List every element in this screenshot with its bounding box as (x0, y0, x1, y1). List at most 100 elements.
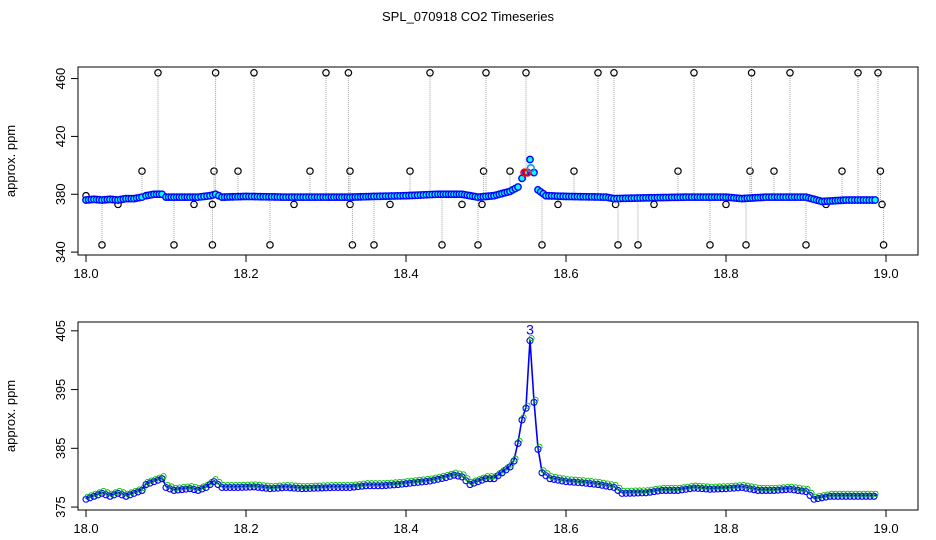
series-point-alt (540, 467, 547, 474)
series-line (85, 339, 878, 500)
outlier-point (346, 200, 354, 209)
lower-x-tick-label: 18.8 (713, 521, 738, 536)
series-point-alt (212, 476, 219, 483)
outlier-point (266, 241, 274, 249)
lower-data-marks: 3 (82, 322, 879, 503)
outlier-point (478, 200, 486, 209)
outlier-point (690, 68, 698, 77)
outlier-point (554, 200, 562, 209)
series-point-alt (532, 396, 539, 403)
outlier-point (386, 200, 394, 209)
outlier-point (878, 200, 886, 209)
lower-x-tick-label: 18.4 (393, 521, 418, 536)
outlier-point (211, 68, 220, 77)
upper-y-tick-label: 420 (53, 126, 68, 148)
lower-y-tick-label: 405 (53, 320, 68, 342)
baseline-point (514, 183, 522, 191)
outlier-point (322, 68, 330, 77)
outlier-point (538, 241, 546, 249)
outlier-point (426, 68, 434, 77)
upper-x-tick-label: 18.2 (233, 266, 258, 281)
series-point-alt (528, 335, 535, 342)
series-point-alt (808, 489, 815, 496)
peak-label: 3 (526, 322, 534, 338)
series-point-alt (464, 475, 471, 482)
outlier-point (210, 167, 218, 175)
outlier-point (786, 68, 794, 77)
lower-y-axis-label: approx. ppm (3, 380, 18, 452)
outlier-point (802, 241, 810, 249)
upper-x-tick-label: 19.0 (873, 266, 898, 281)
lower-x-tick-label: 18.6 (553, 521, 578, 536)
series-point-alt (536, 443, 543, 450)
series-point-alt (612, 481, 619, 489)
outlier-point (570, 167, 578, 175)
outlier-point (614, 241, 622, 249)
upper-data-marks (82, 68, 888, 249)
outlier-point (474, 241, 482, 249)
lower-x-axis: 18.0 18.2 18.4 18.6 18.8 19.0 (73, 510, 899, 536)
outlier-point (479, 167, 488, 175)
series-point-alt (524, 402, 531, 409)
upper-y-axis: 340 380 420 460 (53, 68, 78, 263)
upper-panel: approx. ppm 18.0 18.2 18.4 18.6 18.8 19.0 340… (3, 66, 919, 281)
outlier-point (98, 241, 106, 249)
outlier-point (170, 241, 178, 249)
outlier-point (406, 167, 414, 175)
series-point-alt (872, 490, 879, 497)
series-point-alt (160, 473, 167, 480)
outlier-point (594, 68, 602, 77)
lower-y-tick-label: 395 (53, 379, 68, 401)
upper-x-tick-label: 18.6 (553, 266, 578, 281)
upper-x-tick-label: 18.8 (713, 266, 738, 281)
outlier-point (138, 167, 146, 175)
upper-x-tick-label: 18.0 (73, 266, 98, 281)
outlier-point (747, 68, 756, 77)
outlier-point (742, 241, 750, 249)
lower-x-tick-label: 18.2 (233, 521, 258, 536)
outlier-point (506, 167, 514, 175)
highlight-point (526, 164, 535, 173)
upper-plot-frame (77, 66, 919, 256)
lower-panel: approx. ppm 18.0 18.2 18.4 18.6 18.8 19.0 375… (3, 320, 919, 536)
outlier-point (876, 167, 885, 175)
outlier-point (522, 68, 530, 77)
lower-x-tick-label: 19.0 (873, 521, 898, 536)
outlier-point (879, 241, 888, 249)
lower-plot-frame (77, 321, 919, 511)
outlier-point (674, 167, 682, 175)
series-point-alt (520, 414, 527, 421)
upper-x-tick-label: 18.4 (393, 266, 418, 281)
series-point-alt (216, 479, 223, 486)
outlier-point (438, 241, 446, 249)
upper-y-tick-label: 460 (53, 68, 68, 90)
outlier-point (306, 167, 314, 175)
upper-y-tick-label: 380 (53, 183, 68, 205)
lower-x-tick-label: 18.0 (73, 521, 98, 536)
series-point-alt (616, 484, 623, 491)
outlier-point (874, 68, 882, 77)
series-point-alt (516, 437, 523, 444)
outlier-point (838, 167, 846, 175)
outlier-point (370, 241, 378, 249)
upper-x-axis: 18.0 18.2 18.4 18.6 18.8 19.0 (73, 255, 899, 281)
outlier-point (344, 68, 353, 77)
outlier-point (634, 241, 642, 249)
series-point-alt (544, 470, 551, 477)
baseline-point (871, 196, 879, 204)
outlier-point (746, 167, 754, 175)
outlier-point (706, 241, 714, 249)
outlier-point (348, 241, 357, 249)
outlier-point (208, 200, 217, 209)
upper-y-axis-label: approx. ppm (3, 125, 18, 197)
outlier-point (722, 200, 730, 209)
series-point-alt (460, 471, 467, 478)
outlier-point (208, 241, 217, 249)
highlight-point (520, 168, 529, 177)
series-point-alt (512, 455, 519, 462)
outlier-point (190, 200, 198, 209)
outlier-point (346, 167, 354, 175)
outlier-point (290, 200, 298, 209)
